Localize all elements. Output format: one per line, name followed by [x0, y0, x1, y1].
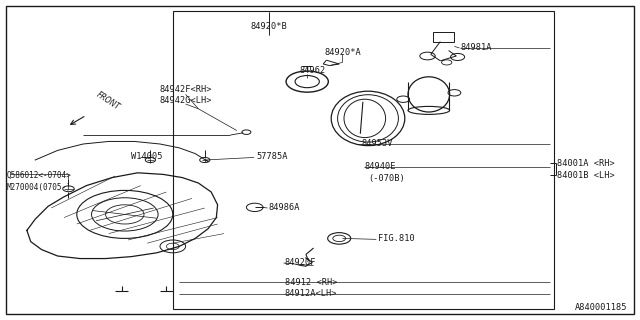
Text: 84912A<LH>: 84912A<LH>: [285, 289, 337, 298]
Text: (-070B): (-070B): [368, 174, 404, 183]
Text: 84962: 84962: [299, 66, 326, 75]
Text: 84920*A: 84920*A: [324, 48, 361, 57]
Bar: [433, 32, 454, 42]
Text: 84001A <RH>: 84001A <RH>: [557, 159, 614, 168]
Text: W14005: W14005: [131, 152, 163, 161]
Text: 84940E: 84940E: [365, 162, 396, 171]
Text: 84942G<LH>: 84942G<LH>: [159, 96, 212, 105]
Text: 84912 <RH>: 84912 <RH>: [285, 278, 337, 287]
Text: FRONT: FRONT: [95, 90, 122, 111]
Text: 84001B <LH>: 84001B <LH>: [557, 171, 614, 180]
Text: FIG.810: FIG.810: [378, 234, 414, 243]
Text: A840001185: A840001185: [575, 303, 627, 312]
Text: M270004(0705-): M270004(0705-): [6, 183, 71, 192]
Text: 84986A: 84986A: [269, 203, 300, 212]
Bar: [173, 11, 554, 309]
Text: 84920F: 84920F: [285, 258, 316, 267]
Text: 57785A: 57785A: [256, 152, 287, 161]
Text: 84953V: 84953V: [362, 139, 393, 148]
Text: 84942F<RH>: 84942F<RH>: [159, 85, 212, 94]
Text: 84920*B: 84920*B: [250, 22, 287, 31]
Text: 84981A: 84981A: [461, 43, 492, 52]
Text: Q586012<-0704>: Q586012<-0704>: [6, 171, 71, 180]
